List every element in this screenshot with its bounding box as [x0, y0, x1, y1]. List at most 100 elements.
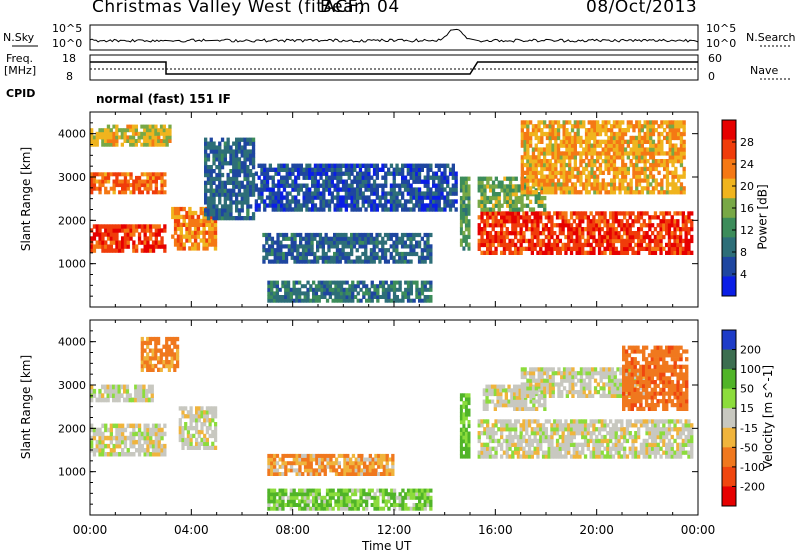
heat-cell [383, 248, 388, 253]
heat-cell [300, 284, 305, 289]
heat-cell [381, 495, 386, 500]
heat-cell [361, 183, 365, 188]
heat-cell [95, 224, 99, 229]
heat-cell [556, 159, 561, 164]
heat-cell [289, 488, 293, 493]
heat-cell [274, 183, 278, 188]
heat-cell [373, 291, 377, 296]
heat-cell [459, 431, 463, 436]
heat-cell [587, 128, 591, 133]
heat-cell [157, 367, 161, 372]
heat-cell [305, 207, 309, 212]
heat-cell [146, 360, 150, 365]
heat-cell [351, 291, 355, 296]
heat-cell [543, 155, 547, 160]
heat-cell [106, 244, 111, 249]
heat-cell [205, 246, 209, 251]
heat-cell [145, 139, 150, 143]
heat-cell [322, 187, 326, 192]
heat-cell [462, 416, 466, 421]
heat-cell [291, 171, 295, 176]
heat-cell [537, 178, 541, 183]
heat-cell [213, 246, 218, 251]
heat-cell [573, 131, 577, 137]
heat-cell [623, 238, 627, 244]
heat-cell [390, 284, 394, 289]
heat-cell [573, 162, 577, 168]
heat-cell [191, 218, 195, 224]
heat-cell [502, 211, 507, 216]
heat-cell [98, 439, 102, 445]
heat-cell [275, 298, 279, 303]
heat-cell [383, 251, 388, 257]
heat-cell [291, 167, 295, 172]
heat-cell [312, 468, 316, 473]
heat-cell [90, 179, 94, 184]
heat-cell [279, 240, 283, 245]
heat-cell [625, 227, 630, 232]
heat-cell [543, 159, 547, 164]
heat-cell [358, 207, 363, 212]
heat-cell [467, 454, 471, 459]
heat-cell [109, 236, 113, 241]
heat-cell [572, 246, 576, 251]
heat-cell [502, 242, 507, 248]
heat-cell [649, 147, 653, 152]
heat-cell [140, 183, 144, 188]
heat-cell [412, 248, 416, 253]
heat-cell [160, 431, 164, 437]
heat-cell [333, 240, 337, 245]
heat-cell [547, 211, 551, 216]
heat-cell [146, 431, 150, 437]
heat-cell [620, 227, 624, 232]
heat-cell [569, 234, 574, 240]
heat-cell [488, 246, 493, 251]
heat-cell [353, 295, 358, 299]
heat-cell [328, 495, 332, 500]
heat-cell [642, 238, 646, 244]
heat-cell [543, 124, 547, 129]
heat-cell [520, 203, 524, 208]
heat-cell [480, 231, 484, 236]
heat-cell [687, 242, 691, 248]
heat-cell [446, 191, 450, 196]
heat-cell [596, 143, 600, 148]
heat-cell [344, 179, 348, 184]
heat-cell [123, 228, 128, 233]
heat-cell [462, 196, 466, 201]
heat-cell [215, 153, 219, 158]
heat-cell [409, 232, 413, 238]
heat-cell [226, 141, 230, 146]
heat-cell [593, 147, 597, 152]
heat-cell [401, 171, 405, 176]
heat-cell [649, 143, 653, 148]
heat-cell [309, 499, 313, 504]
heat-cell [679, 234, 683, 240]
heat-cell [491, 234, 495, 240]
heat-cell [415, 187, 419, 192]
heat-cell [367, 291, 372, 296]
heat-cell [502, 215, 507, 220]
heat-cell [173, 344, 177, 349]
heat-cell [392, 175, 396, 180]
heat-cell [290, 240, 294, 245]
heat-cell [306, 461, 310, 466]
heat-cell [551, 124, 555, 129]
heat-cell [537, 120, 541, 125]
heat-cell [120, 131, 124, 136]
heat-cell [168, 128, 172, 133]
heat-cell [151, 131, 155, 136]
heat-cell [358, 232, 362, 238]
heat-cell [199, 206, 203, 212]
heat-cell [604, 166, 608, 172]
heat-cell [336, 187, 340, 192]
heat-cell [211, 441, 215, 446]
heat-cell [146, 236, 150, 241]
heat-cell [342, 298, 346, 303]
heat-cell [163, 248, 167, 253]
heat-cell [547, 246, 551, 251]
heat-cell [665, 223, 669, 228]
heat-cell [185, 226, 189, 231]
heat-cell [92, 435, 97, 441]
heat-cell [327, 183, 332, 188]
